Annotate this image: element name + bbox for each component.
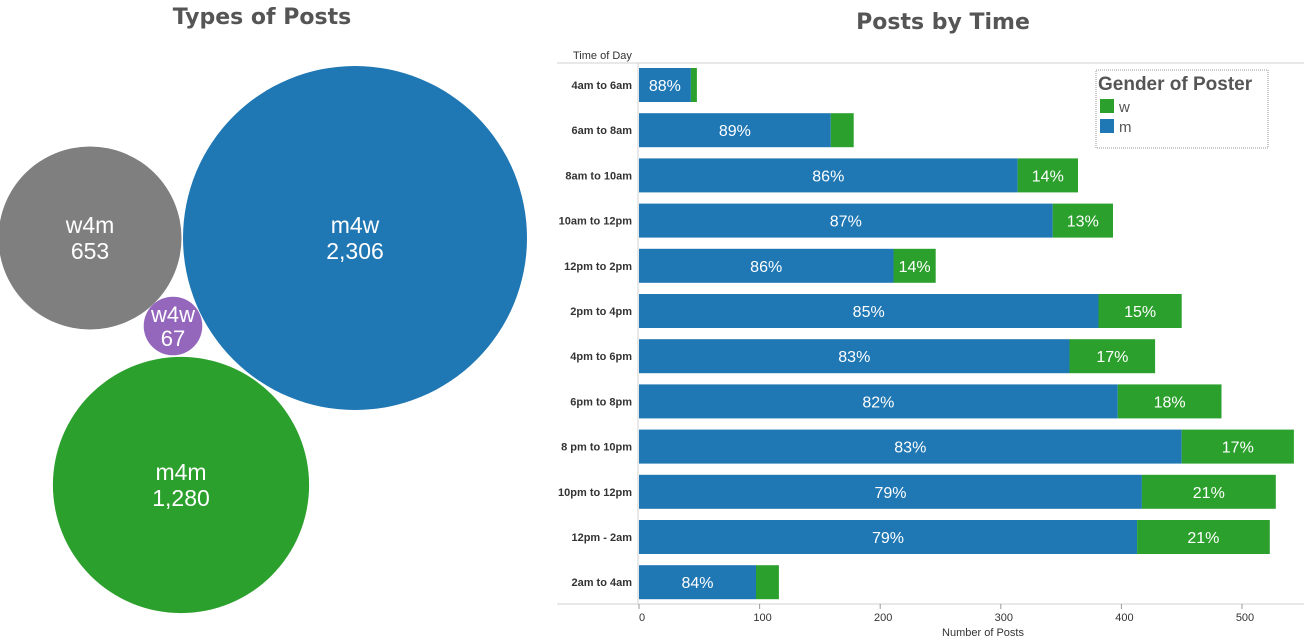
bubble-w4w[interactable] — [143, 296, 203, 356]
bar-segment-w[interactable] — [1137, 520, 1270, 554]
x-tick-label: 300 — [995, 612, 1013, 624]
y-tick-label: 12pm - 2am — [571, 532, 632, 544]
bar-segment-w[interactable] — [690, 68, 697, 102]
bubble-value-w4m: 653 — [71, 238, 109, 264]
bar-chart-title: Posts by Time — [856, 10, 1030, 35]
x-tick-label: 0 — [639, 612, 645, 624]
data-label-w: 17% — [1222, 440, 1254, 457]
bar-segment-w[interactable] — [1181, 429, 1294, 464]
legend-frame — [1095, 69, 1269, 149]
bubble-value-m4m: 1,280 — [152, 485, 210, 511]
data-label-m: 82% — [862, 394, 894, 411]
bar-segment-m[interactable] — [639, 384, 1118, 419]
y-tick-label: 10am to 12pm — [559, 216, 633, 228]
bubble-value-w4w: 67 — [161, 326, 185, 351]
data-label-m: 79% — [872, 530, 904, 547]
data-label-m: 88% — [649, 78, 681, 95]
legend-label-w: w — [1118, 99, 1130, 116]
bar-segment-m[interactable] — [639, 429, 1182, 464]
y-tick-label: 4pm to 6pm — [570, 351, 632, 363]
bar-segment-w[interactable] — [1141, 474, 1276, 509]
bubble-m4w[interactable] — [183, 66, 527, 410]
legend-swatch-m — [1100, 119, 1114, 133]
bar-segment-w[interactable] — [1017, 158, 1078, 193]
data-label-w: 21% — [1187, 530, 1219, 547]
bar-segment-m[interactable] — [639, 158, 1018, 193]
data-label-m: 79% — [874, 485, 906, 502]
y-tick-label: 2pm to 4pm — [570, 306, 632, 318]
bar-segment-m[interactable] — [639, 474, 1142, 509]
bubble-value-m4w: 2,306 — [326, 238, 384, 264]
bar-segment-m[interactable] — [639, 520, 1138, 554]
y-tick-label: 10pm to 12pm — [558, 487, 632, 499]
bar-chart: Posts by Time Time of Day 4am to 6am 88% 6… — [557, 10, 1304, 639]
bubble-chart-title: Types of Posts — [173, 5, 351, 30]
bubble-label-w4m: w4m — [65, 212, 115, 238]
data-label-w: 15% — [1124, 304, 1156, 321]
bar-segment-w[interactable] — [1052, 203, 1113, 238]
bubble-label-m4m: m4m — [155, 459, 206, 485]
data-label-m: 87% — [830, 214, 862, 231]
data-label-w: 14% — [899, 259, 931, 276]
bar-segment-m[interactable] — [639, 339, 1070, 374]
data-label-m: 89% — [719, 123, 751, 140]
legend-title: Gender of Poster — [1098, 74, 1253, 95]
bubble-m4m[interactable] — [52, 356, 310, 614]
y-tick-label: 12pm to 2pm — [564, 261, 632, 273]
x-tick-label: 500 — [1236, 612, 1254, 624]
bar-segment-m[interactable] — [639, 248, 894, 283]
x-axis-title: Number of Posts — [942, 627, 1024, 639]
y-tick-label: 8 pm to 10pm — [561, 442, 632, 454]
bars-group: 4am to 6am 88% 6am to 8am 89% 8am to 10am 86%… — [558, 68, 1294, 600]
y-tick-label: 8am to 10am — [565, 170, 632, 182]
bar-segment-w[interactable] — [830, 113, 854, 148]
y-tick-label: 6pm to 8pm — [570, 396, 632, 408]
data-label-w: 13% — [1067, 214, 1099, 231]
bar-segment-m[interactable] — [639, 294, 1099, 328]
y-axis-title: Time of Day — [573, 50, 632, 62]
bar-segment-m[interactable] — [639, 203, 1053, 238]
data-label-m: 85% — [853, 304, 885, 321]
bubble-label-m4w: m4w — [331, 212, 380, 238]
x-tick-label: 200 — [874, 612, 892, 624]
legend: Gender of Poster w m — [1095, 69, 1269, 149]
bar-segment-m[interactable] — [639, 113, 831, 148]
bar-segment-m[interactable] — [639, 68, 691, 102]
data-label-m: 86% — [750, 259, 782, 276]
bar-segment-w[interactable] — [756, 565, 779, 600]
data-label-m: 83% — [894, 440, 926, 457]
bar-segment-w[interactable] — [1117, 384, 1222, 419]
x-tick-label: 400 — [1115, 612, 1133, 624]
bubble-label-w4w: w4w — [150, 302, 195, 327]
bar-segment-w[interactable] — [1098, 294, 1182, 328]
x-tick-label: 100 — [753, 612, 771, 624]
bar-segment-w[interactable] — [893, 248, 936, 283]
data-label-w: 18% — [1154, 394, 1186, 411]
y-tick-label: 2am to 4am — [571, 577, 632, 589]
data-label-w: 21% — [1193, 485, 1225, 502]
x-ticks-group: 0 100 200 300 400 500 — [638, 604, 1254, 624]
bubble-w4m[interactable] — [0, 146, 182, 330]
bar-segment-m[interactable] — [639, 565, 756, 600]
y-tick-label: 6am to 8am — [571, 125, 632, 137]
data-label-w: 17% — [1096, 349, 1128, 366]
data-label-m: 83% — [838, 349, 870, 366]
legend-swatch-w — [1100, 99, 1114, 113]
data-label-w: 14% — [1032, 168, 1064, 185]
legend-label-m: m — [1119, 119, 1132, 136]
bar-segment-w[interactable] — [1069, 339, 1156, 374]
data-label-m: 84% — [681, 575, 713, 592]
y-tick-label: 4am to 6am — [571, 80, 632, 92]
data-label-m: 86% — [812, 168, 844, 185]
